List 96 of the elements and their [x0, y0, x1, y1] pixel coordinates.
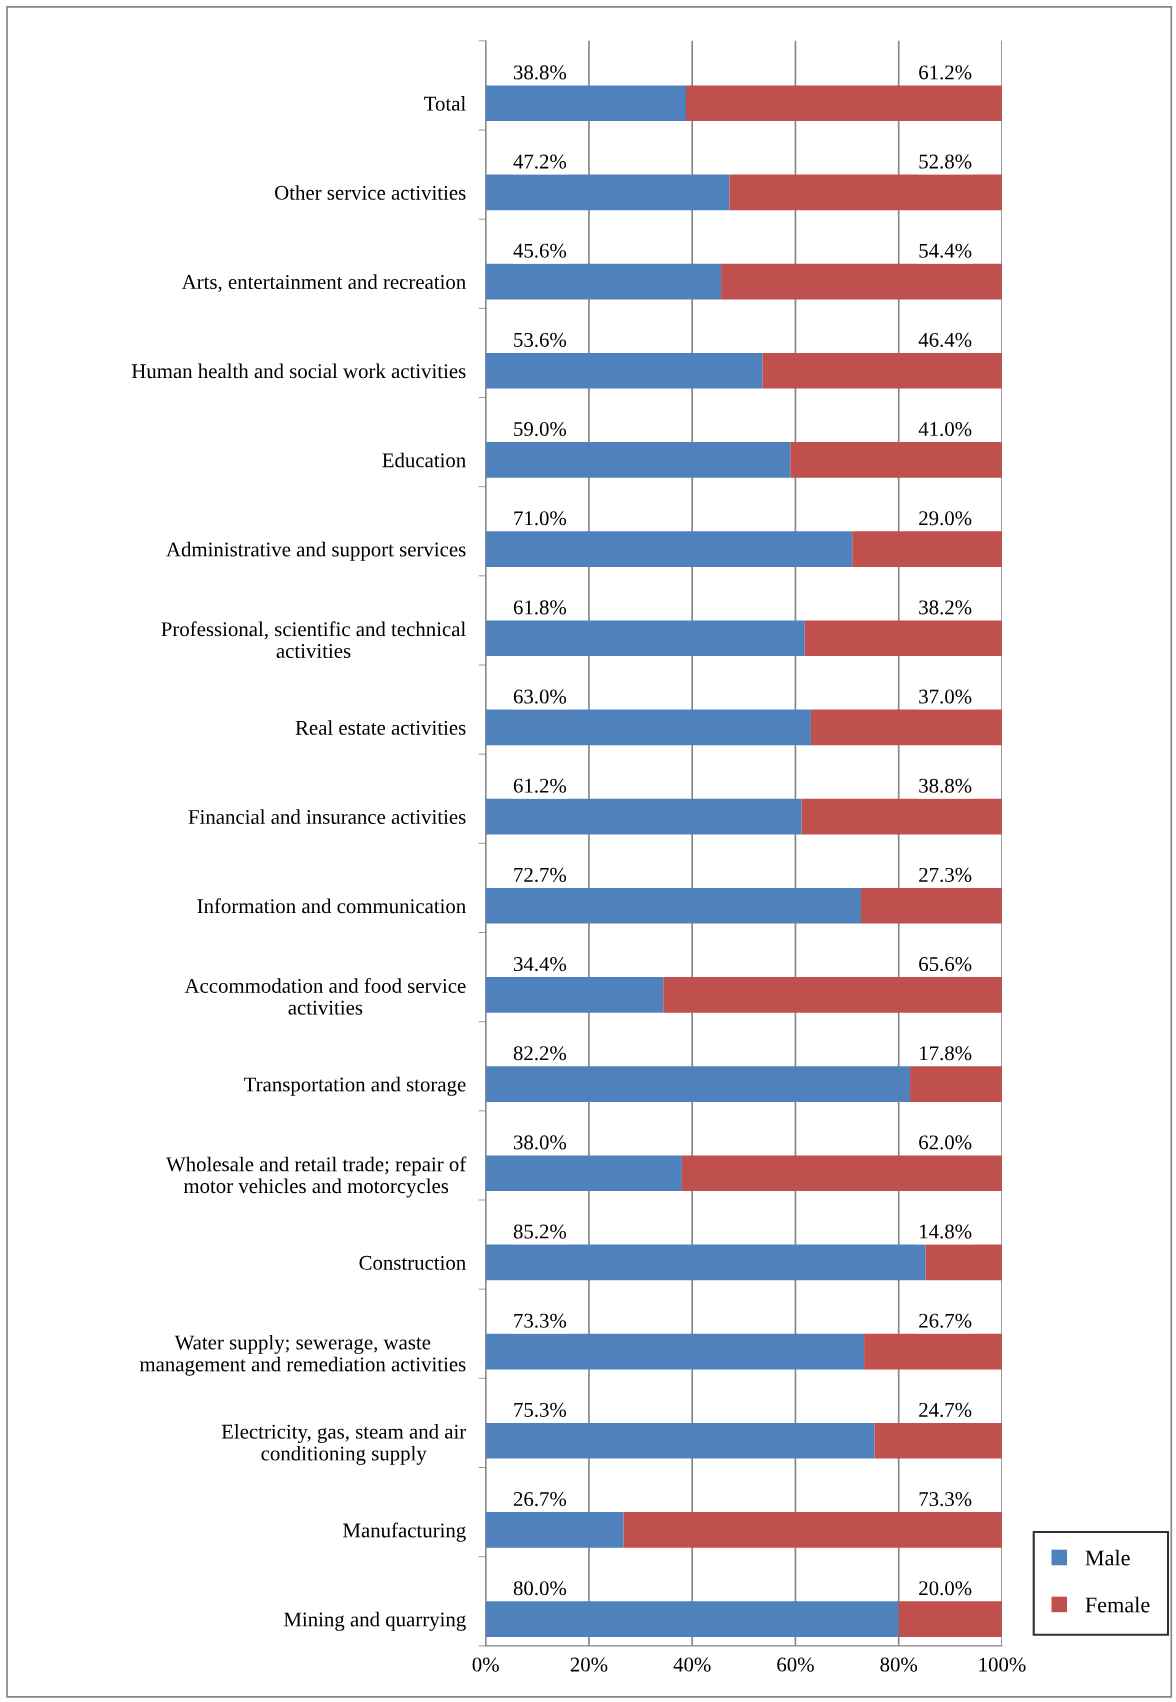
data-label: 52.8%: [919, 154, 972, 169]
bar: [485, 174, 730, 211]
data-label: 62.0%: [919, 1135, 972, 1150]
data-label: 24.7%: [919, 1402, 972, 1417]
data-label: 53.6%: [514, 332, 567, 347]
data-label: 26.7%: [513, 1492, 567, 1507]
data-label: 41.0%: [918, 422, 972, 437]
data-label: 27.3%: [919, 867, 972, 882]
bar: [485, 1512, 624, 1548]
bar: [485, 531, 853, 567]
bar: [485, 709, 811, 746]
data-label: 38.0%: [513, 1135, 567, 1150]
data-label: 54.4%: [919, 243, 972, 258]
data-label: 46.4%: [918, 332, 972, 347]
data-label: 80.0%: [513, 1581, 567, 1596]
x-tick-label: 40%: [673, 1657, 711, 1672]
bar: [485, 442, 791, 478]
data-label: 37.0%: [919, 689, 972, 704]
x-tick-label: 0%: [472, 1657, 499, 1672]
y-tick-label: Electricity, gas, steam and air conditioning supply: [221, 1424, 467, 1465]
data-label: 61.8%: [513, 600, 567, 615]
data-label: 38.8%: [513, 65, 567, 80]
data-label: 61.2%: [513, 778, 567, 793]
data-label: 72.7%: [514, 867, 567, 882]
bar: [485, 1244, 926, 1281]
y-tick-label: Real estate activities: [295, 720, 466, 735]
data-label: 17.8%: [920, 1046, 972, 1061]
bar: [861, 887, 1002, 924]
data-label: 71.0%: [514, 511, 567, 526]
data-label: 61.2%: [919, 65, 972, 80]
bar: [485, 1601, 899, 1637]
bar: [864, 1333, 1002, 1370]
bar: [485, 85, 686, 122]
legend-label: Male: [1085, 1549, 1130, 1566]
y-tick-label: Administrative and support services: [166, 541, 466, 561]
y-tick-label: Human health and social work activities: [131, 363, 466, 379]
bar: [485, 1422, 875, 1459]
data-label: 29.0%: [919, 511, 972, 526]
bar: [485, 352, 763, 389]
bar: [801, 798, 1002, 835]
data-label: 38.8%: [919, 778, 972, 793]
legend-label: Female: [1085, 1596, 1150, 1613]
data-label: 45.6%: [513, 243, 567, 258]
y-tick-label: Water supply; sewerage, waste management and remediation activities: [139, 1334, 466, 1376]
y-tick-label: Total: [424, 96, 466, 111]
y-tick-label: Other service activities: [275, 185, 466, 200]
bar: [485, 798, 802, 835]
data-label: 63.0%: [513, 689, 567, 704]
bar: [721, 263, 1002, 300]
y-tick-label: Manufacturing: [343, 1522, 466, 1542]
data-label: 82.2%: [513, 1046, 567, 1061]
bar: [485, 887, 862, 924]
data-label: 14.8%: [920, 1224, 972, 1239]
bar: [623, 1512, 1002, 1548]
data-label: 26.7%: [919, 1313, 972, 1328]
bar: [663, 977, 1002, 1013]
data-label: 59.0%: [514, 422, 567, 437]
bar: [810, 709, 1002, 746]
y-tick-label: Professional, scientific and technical activities: [161, 621, 466, 659]
y-tick-label: Construction: [359, 1255, 466, 1270]
data-label: 85.2%: [513, 1224, 567, 1239]
bar: [874, 1422, 1002, 1459]
bar: [790, 442, 1002, 478]
bar: [485, 263, 722, 300]
bar: [485, 620, 805, 657]
bar: [681, 1155, 1002, 1192]
data-label: 38.2%: [919, 600, 972, 615]
bar: [804, 620, 1002, 657]
data-label: 34.4%: [513, 957, 567, 972]
y-tick-label: Mining and quarrying: [284, 1611, 466, 1631]
bar: [762, 352, 1002, 389]
bar: [485, 1066, 911, 1102]
data-label: 20.0%: [919, 1581, 972, 1596]
bar: [925, 1244, 1002, 1281]
bar: [485, 1333, 865, 1370]
y-tick-label: Arts, entertainment and recreation: [181, 274, 466, 293]
bar: [729, 174, 1002, 211]
y-tick-label: Transportation and storage: [244, 1076, 466, 1096]
y-tick-label: Information and communication: [197, 898, 466, 914]
bar: [852, 531, 1002, 567]
data-label: 73.3%: [919, 1492, 972, 1507]
x-tick-label: 100%: [979, 1657, 1026, 1672]
y-tick-label: Education: [382, 452, 466, 468]
x-tick-label: 60%: [777, 1657, 814, 1672]
bar: [485, 1155, 682, 1192]
x-tick-label: 80%: [880, 1657, 918, 1672]
bar: [686, 85, 1002, 122]
data-label: 47.2%: [513, 154, 567, 169]
y-tick-label: Financial and insurance activities: [188, 809, 466, 825]
data-label: 65.6%: [919, 957, 972, 972]
x-tick-label: 20%: [570, 1657, 608, 1672]
y-tick-label: Wholesale and retail trade; repair of motor vehicles and motorcycles: [166, 1156, 467, 1198]
data-label: 73.3%: [514, 1313, 567, 1328]
y-tick-label: Accommodation and food service activities: [184, 978, 466, 1015]
bar: [485, 977, 664, 1013]
data-label: 75.3%: [514, 1402, 567, 1417]
